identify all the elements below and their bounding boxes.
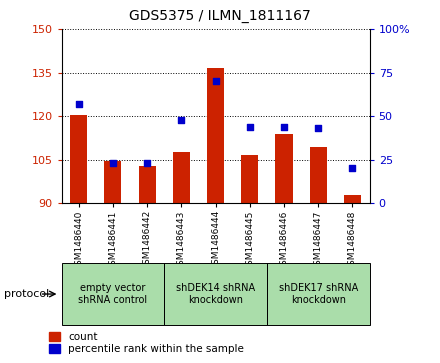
Bar [207,68,224,203]
Bar [241,155,258,203]
Bar [267,263,370,325]
Bar [310,147,327,203]
Bar [139,166,156,203]
Bar [173,152,190,203]
Point [246,124,253,130]
Point [349,166,356,171]
Point [281,124,288,130]
Point [75,101,82,107]
Text: shDEK14 shRNA
knockdown: shDEK14 shRNA knockdown [176,283,255,305]
Bar [275,134,293,203]
Point [143,160,150,166]
Text: protocol: protocol [4,289,50,299]
Bar [70,115,87,203]
Text: empty vector
shRNA control: empty vector shRNA control [78,283,147,305]
Text: GDS5375 / ILMN_1811167: GDS5375 / ILMN_1811167 [129,9,311,23]
Text: shDEK17 shRNA
knockdown: shDEK17 shRNA knockdown [279,283,358,305]
Point [315,126,322,131]
Legend: count, percentile rank within the sample: count, percentile rank within the sample [49,332,244,354]
Bar [62,263,164,325]
Point [178,117,185,123]
Bar [164,263,267,325]
Point [212,78,219,84]
Bar [344,195,361,203]
Bar [104,161,121,203]
Point [110,160,117,166]
